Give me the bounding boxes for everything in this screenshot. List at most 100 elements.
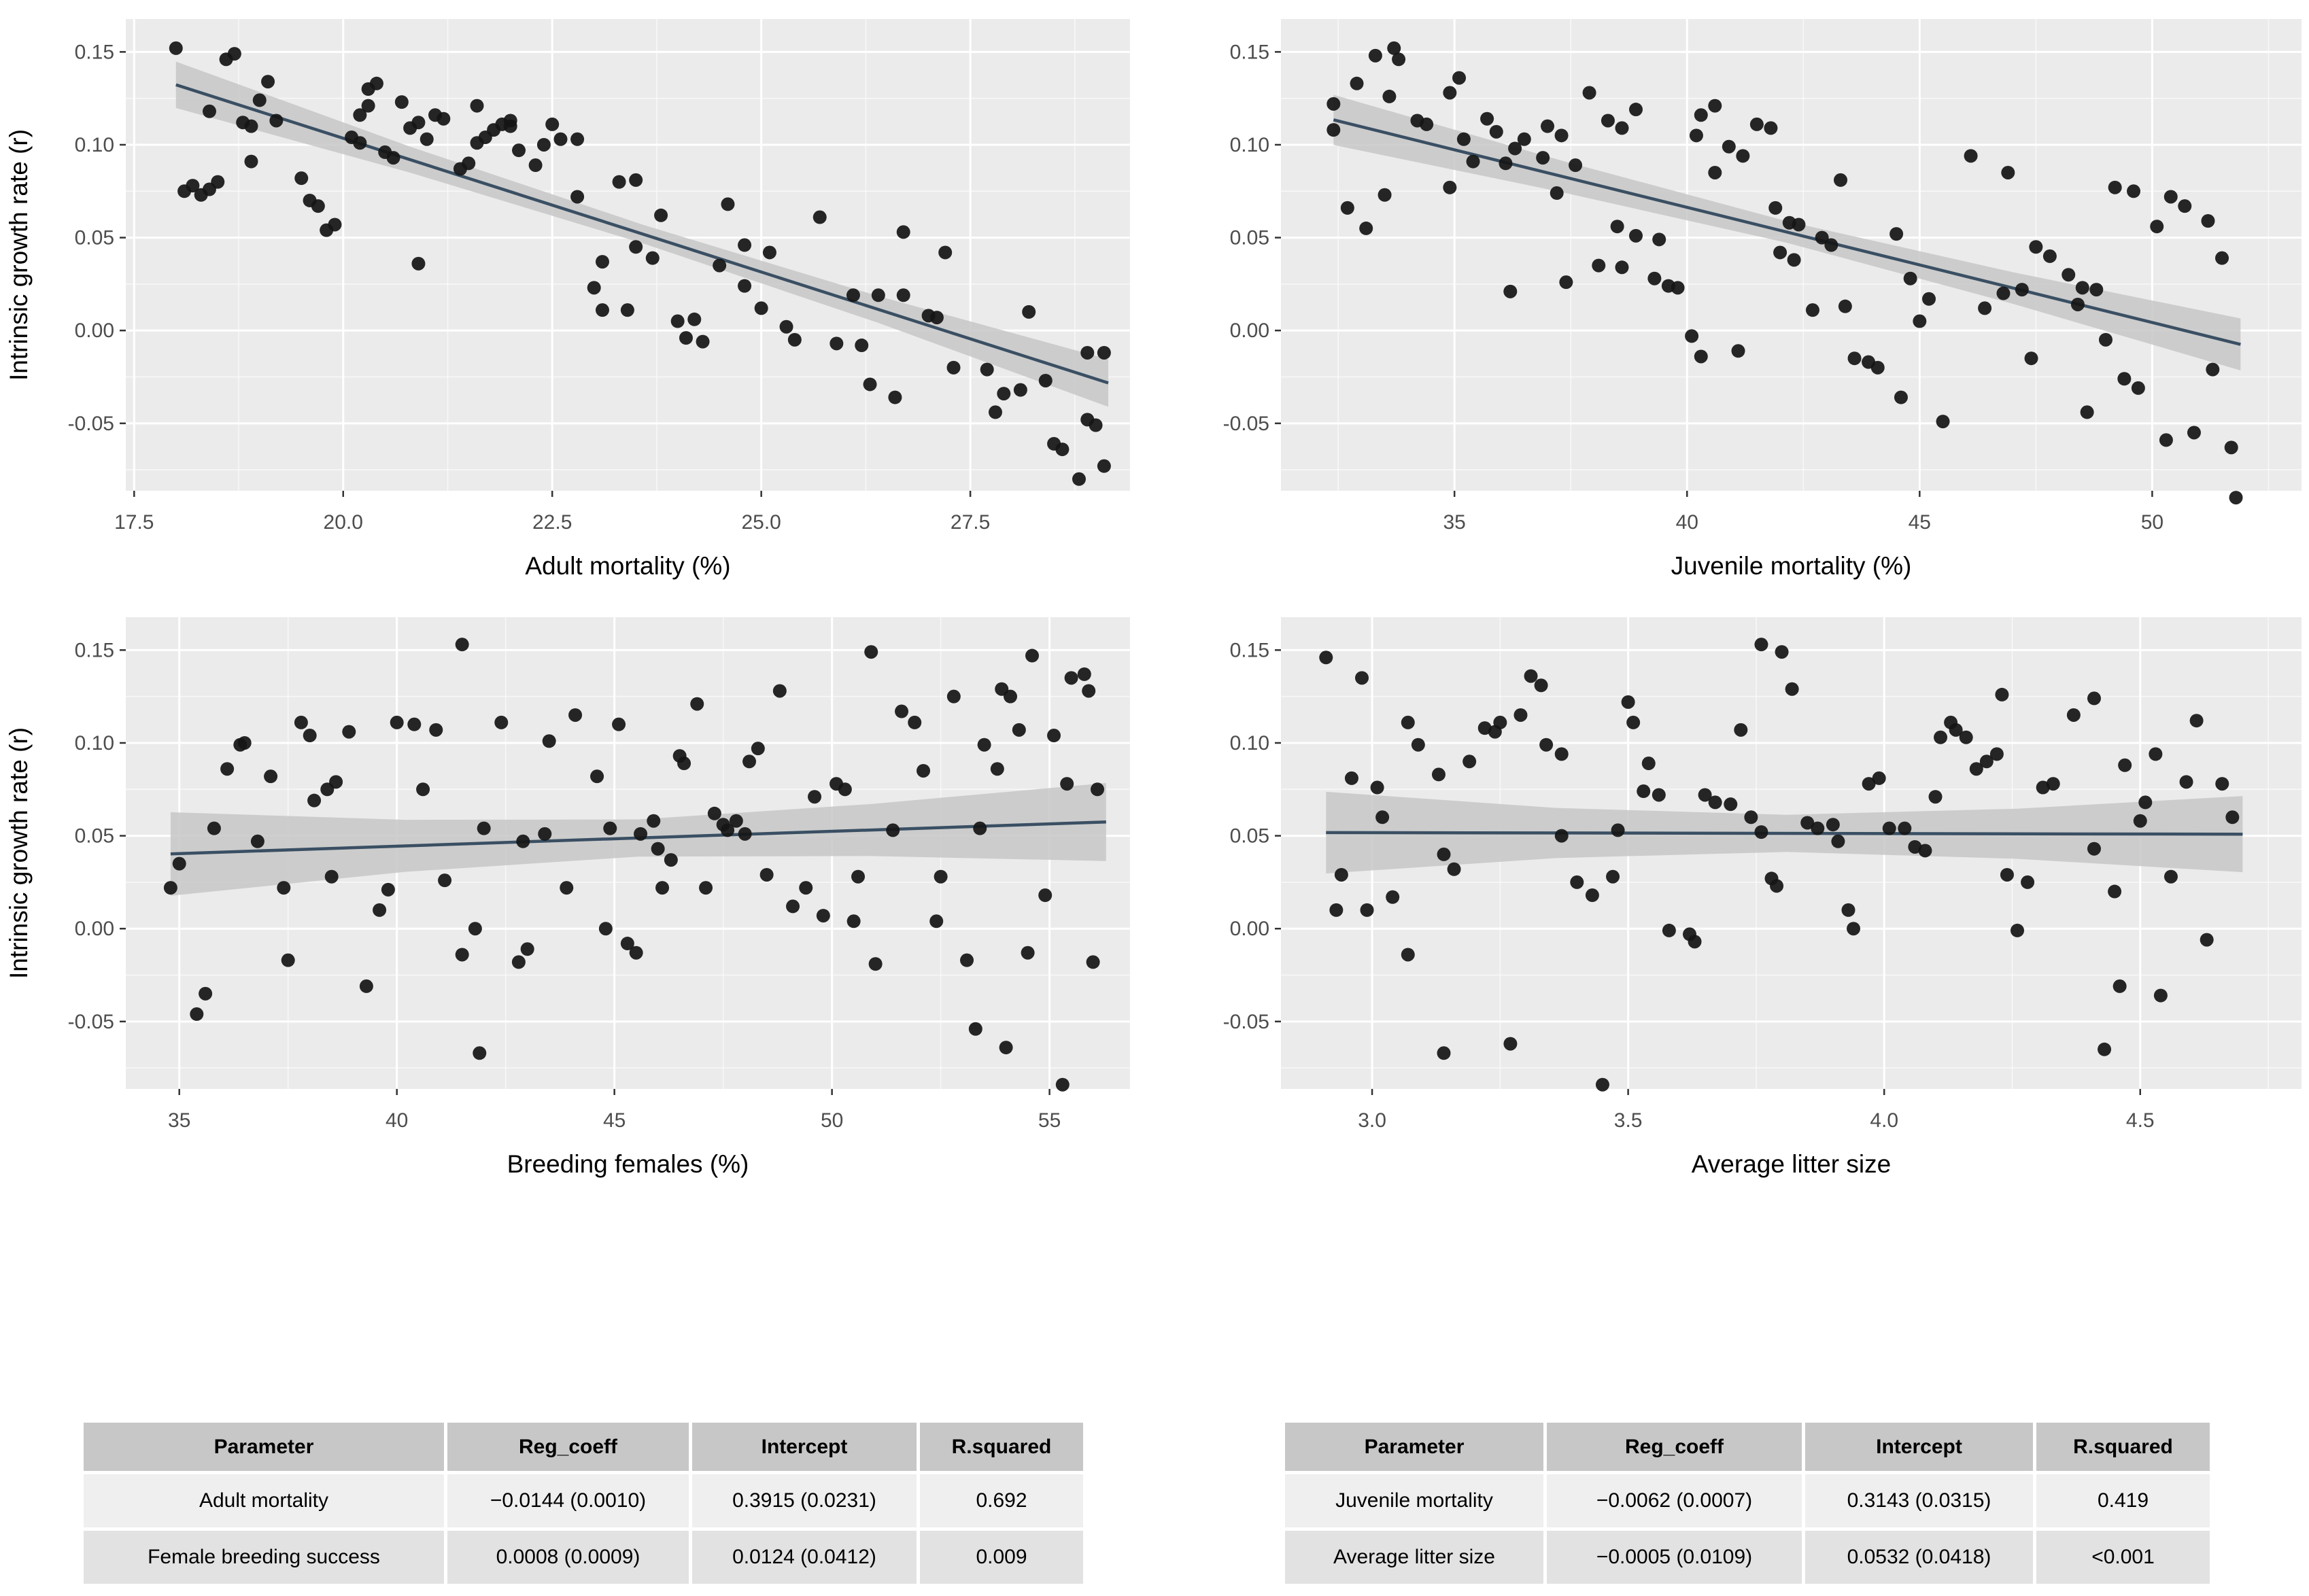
data-point: [1787, 253, 1801, 267]
data-point: [1401, 715, 1415, 729]
data-point: [2042, 249, 2057, 263]
data-point: [1847, 351, 1862, 366]
data-point: [786, 899, 800, 914]
data-point: [1025, 648, 1040, 663]
data-point: [1606, 869, 1620, 884]
x-tick-label: 4.0: [1870, 1109, 1898, 1132]
data-point: [359, 979, 373, 993]
x-tick-label: 22.5: [532, 511, 572, 534]
data-point: [1344, 771, 1358, 785]
data-point: [1615, 260, 1629, 275]
data-point: [353, 108, 367, 122]
x-tick-label: 3.5: [1614, 1109, 1643, 1132]
data-point: [477, 821, 491, 835]
data-point: [520, 942, 534, 956]
data-point: [2087, 842, 2101, 856]
data-point: [455, 638, 469, 652]
y-tick-label: -0.05: [1223, 1011, 1269, 1033]
data-point: [938, 245, 953, 260]
data-point: [407, 717, 422, 731]
table-cell: 0.0124 (0.0412): [692, 1531, 917, 1584]
x-axis-title: Average litter size: [1692, 1150, 1891, 1178]
data-point: [1319, 650, 1333, 665]
table-header-cell: Reg_coeff: [1547, 1423, 1802, 1471]
data-point: [1359, 221, 1373, 235]
data-point: [361, 99, 375, 113]
data-point: [1382, 89, 1397, 103]
data-point: [651, 842, 665, 856]
data-point: [1626, 715, 1641, 729]
data-point: [772, 684, 787, 698]
plot-area: 17.5 20.0 22.5 25.0 27.5 0.15 0.10 0.05 0.00 -0.0…: [5, 19, 1130, 580]
data-point: [679, 331, 693, 345]
regression-line: [175, 83, 1109, 385]
data-point: [1559, 275, 1573, 290]
data-point: [207, 821, 221, 835]
table-cell: Female breeding success: [84, 1531, 444, 1584]
data-point: [1792, 218, 1806, 232]
data-point: [329, 775, 343, 789]
data-point: [311, 199, 325, 213]
table-cell: 0.3915 (0.0231): [692, 1474, 917, 1527]
data-point: [1456, 132, 1471, 146]
data-point: [677, 757, 691, 771]
data-point: [1378, 188, 1392, 202]
data-point: [1534, 678, 1548, 693]
data-point: [2215, 777, 2229, 791]
table-header-cell: R.squared: [920, 1423, 1083, 1471]
data-point: [1055, 1077, 1070, 1092]
x-tick-label: 45: [603, 1109, 626, 1132]
data-point: [742, 754, 757, 769]
table-header-cell: Intercept: [1805, 1423, 2033, 1471]
table-cell: <0.001: [2036, 1531, 2210, 1584]
data-point: [1628, 228, 1643, 243]
data-point: [2127, 184, 2141, 198]
data-point: [707, 806, 721, 820]
x-tick-label: 27.5: [951, 511, 990, 534]
data-point: [1595, 1077, 1609, 1092]
table-cell: −0.0062 (0.0007): [1547, 1474, 1802, 1527]
data-point: [1641, 757, 1656, 771]
data-point: [1918, 844, 1932, 858]
data-point: [1770, 879, 1784, 893]
data-point: [1652, 232, 1666, 247]
data-point: [1815, 230, 1829, 245]
data-point: [946, 689, 961, 704]
data-point: [1513, 708, 1528, 722]
data-point: [429, 723, 443, 737]
data-point: [1463, 754, 1477, 769]
x-axis-title: Adult mortality (%): [525, 552, 730, 580]
scatter-panel-breeding-females: 35 40 45 50 55 0.15 0.10 0.05 0.00 -0.05 Breeding …: [0, 598, 1156, 1196]
y-tick-label: 0.05: [1230, 825, 1269, 848]
data-point: [670, 314, 685, 328]
data-point: [1870, 360, 1885, 375]
data-point: [1754, 825, 1768, 839]
data-point: [1091, 782, 1105, 797]
data-point: [163, 881, 177, 895]
data-point: [1554, 128, 1569, 143]
data-point: [1452, 71, 1467, 85]
table-cell: 0.0532 (0.0418): [1805, 1531, 2033, 1584]
y-tick-label: 0.10: [1230, 732, 1269, 754]
data-point: [1493, 715, 1507, 729]
data-point: [886, 823, 900, 837]
data-point: [1004, 689, 1018, 704]
y-tick-label: 0.05: [1230, 227, 1269, 249]
data-point: [281, 953, 295, 967]
data-point: [980, 362, 994, 377]
data-point: [1689, 128, 1703, 143]
data-point: [342, 725, 356, 739]
data-point: [250, 834, 264, 848]
data-point: [1708, 99, 1722, 113]
y-tick-label: 0.15: [75, 41, 114, 63]
x-axis-title: Breeding females (%): [507, 1150, 749, 1178]
data-point: [1585, 888, 1599, 903]
x-tick-label: 35: [168, 1109, 190, 1132]
data-point: [1754, 638, 1768, 652]
x-tick-label: 40: [1676, 511, 1698, 534]
data-point: [754, 301, 768, 315]
data-point: [1694, 108, 1708, 122]
table-header-cell: Parameter: [84, 1423, 444, 1471]
data-point: [1724, 797, 1738, 812]
data-point: [851, 869, 866, 884]
